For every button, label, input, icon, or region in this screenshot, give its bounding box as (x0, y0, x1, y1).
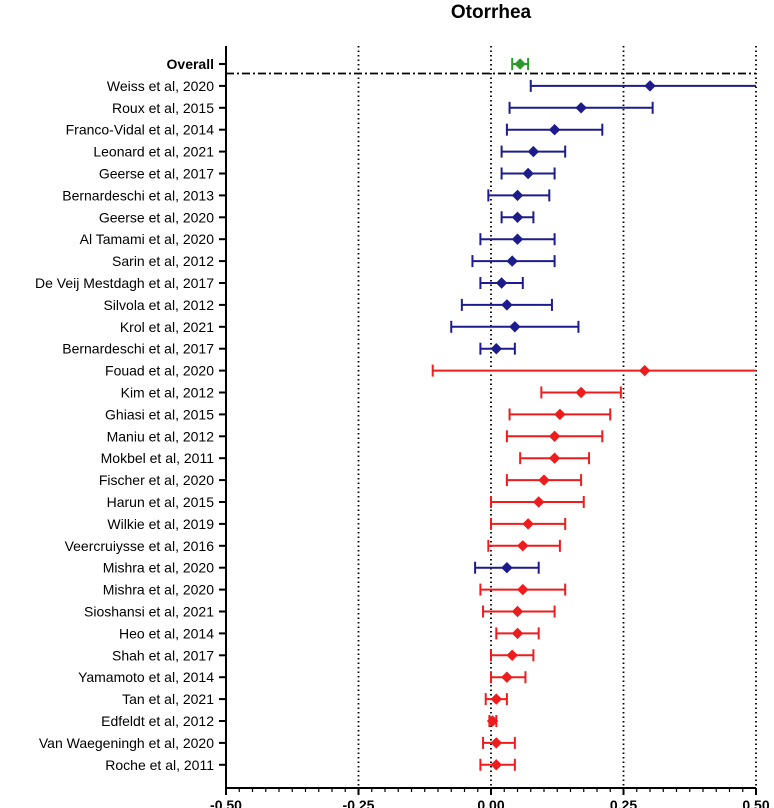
study-6-label: Bernardeschi et al, 2013 (62, 187, 214, 203)
study-11-label: Silvola et al, 2012 (103, 297, 214, 313)
study-20-label: Harun et al, 2015 (107, 494, 215, 510)
study-25-label: Sioshansi et al, 2021 (84, 604, 214, 620)
study-28-point (501, 671, 513, 683)
study-32-label: Roche et al, 2011 (105, 757, 214, 773)
study-14-label: Fouad et al, 2020 (105, 363, 214, 379)
overall-point (514, 58, 526, 70)
study-29-label: Tan et al, 2021 (122, 691, 214, 707)
study-7-point (511, 211, 524, 224)
study-2-point (575, 102, 587, 114)
study-18-label: Mokbel et al, 2011 (101, 450, 215, 466)
study-30-point (486, 715, 499, 727)
study-5-point (522, 167, 534, 180)
study-8-point (511, 233, 524, 245)
study-13-label: Bernardeschi et al, 2017 (62, 341, 214, 357)
study-8-label: Al Tamami et al, 2020 (80, 231, 215, 247)
study-4-label: Leonard et al, 2021 (93, 144, 214, 160)
study-2-label: Roux et al, 2015 (112, 100, 214, 116)
study-19-point (538, 474, 550, 486)
x-axis-ticks: -0.50 -0.25 0.00 0.25 0.50 (210, 788, 770, 808)
study-21-label: Wilkie et al, 2019 (107, 516, 214, 532)
study-32-point (490, 759, 503, 771)
study-6-point (511, 189, 524, 202)
study-24-point (517, 583, 529, 596)
study-27-point (506, 649, 518, 662)
study-19-label: Fischer et al, 2020 (99, 472, 214, 488)
study-10-point (495, 277, 508, 289)
x-tick-label: -0.25 (343, 797, 375, 808)
study-27-label: Shah et al, 2017 (112, 647, 214, 663)
x-tick-label: 0.50 (742, 797, 769, 808)
x-tick-label: 0.25 (610, 797, 637, 808)
axes (219, 46, 756, 789)
study-labels: Overall Weiss et al, 2020 Roux et al, 2015… (35, 56, 214, 773)
study-7-label: Geerse et al, 2020 (99, 209, 214, 225)
study-13-point (490, 342, 503, 355)
study-9-point (506, 255, 518, 267)
study-31-point (490, 737, 503, 749)
study-17-point (548, 430, 561, 443)
x-tick-label: 0.00 (477, 797, 504, 808)
study-1-point (644, 80, 656, 92)
study-15-label: Kim et al, 2012 (121, 385, 215, 401)
study-26-label: Heo et al, 2014 (119, 625, 214, 641)
study-11-point (501, 299, 513, 311)
study-28-label: Yamamoto et al, 2014 (78, 669, 214, 685)
study-12-point (509, 321, 521, 333)
overall-label: Overall (167, 56, 214, 72)
study-29-point (490, 693, 503, 705)
study-16-point (554, 408, 566, 421)
study-12-label: Krol et al, 2021 (120, 319, 214, 335)
data-marks (431, 58, 756, 771)
x-tick-label: -0.50 (210, 797, 242, 808)
study-10-label: De Veij Mestdagh et al, 2017 (35, 275, 214, 291)
study-30-label: Edfeldt et al, 2012 (101, 713, 214, 729)
chart-title: Otorrhea (451, 2, 532, 23)
study-24-label: Mishra et al, 2020 (103, 582, 214, 598)
study-17-label: Maniu et al, 2012 (107, 428, 215, 444)
study-18-point (548, 452, 561, 464)
study-31-label: Van Waegeningh et al, 2020 (39, 735, 214, 751)
study-22-label: Veercruiysse et al, 2016 (65, 538, 215, 554)
study-20-point (532, 496, 545, 508)
study-25-point (511, 605, 524, 618)
study-15-point (575, 386, 587, 399)
study-5-label: Geerse et al, 2017 (99, 166, 214, 182)
study-14-point (638, 364, 651, 377)
study-23-label: Mishra et al, 2020 (103, 560, 214, 576)
study-21-point (522, 518, 534, 530)
study-4-point (527, 145, 540, 158)
study-3-point (548, 123, 561, 136)
study-16-label: Ghiasi et al, 2015 (105, 406, 214, 422)
study-9-label: Sarin et al, 2012 (112, 253, 214, 269)
study-22-point (517, 540, 529, 552)
study-1-label: Weiss et al, 2020 (107, 78, 214, 94)
study-23-point (501, 561, 513, 574)
study-3-label: Franco-Vidal et al, 2014 (66, 122, 215, 138)
study-26-point (511, 627, 524, 640)
